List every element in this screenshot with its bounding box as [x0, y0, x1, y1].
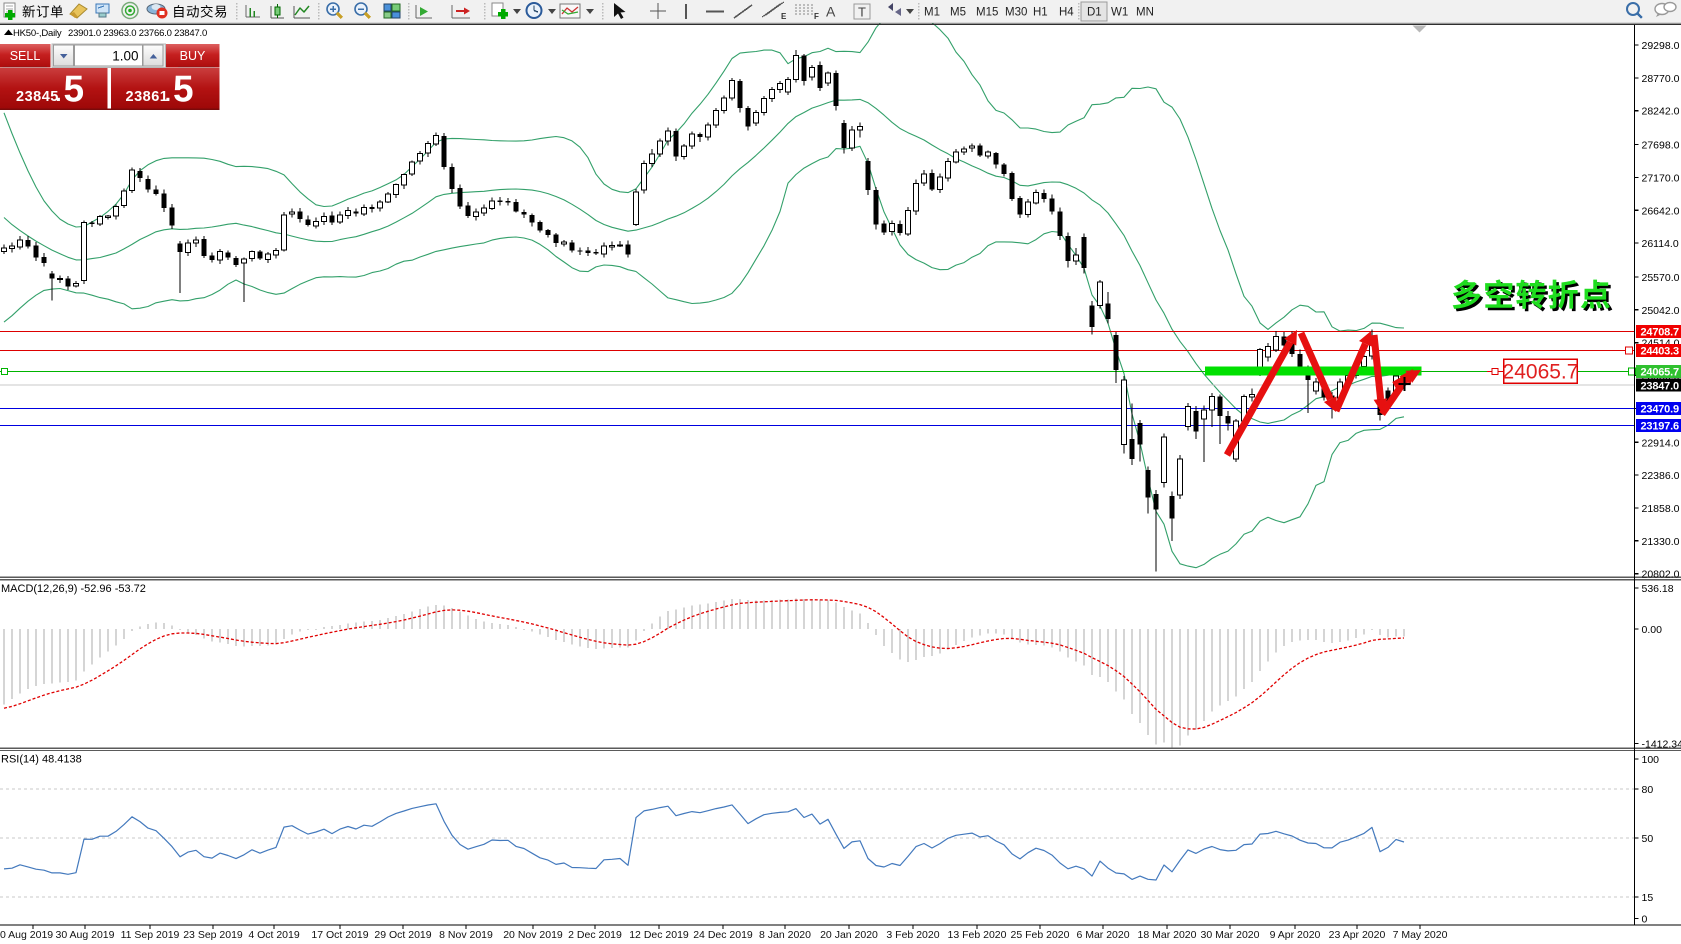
svg-text:8 Nov 2019: 8 Nov 2019 [439, 929, 493, 941]
svg-text:A: A [826, 4, 836, 20]
svg-text:BUY: BUY [180, 49, 206, 63]
svg-text:22914.0: 22914.0 [1642, 437, 1680, 449]
svg-text:29 Oct 2019: 29 Oct 2019 [374, 929, 431, 941]
svg-text:5: 5 [64, 68, 85, 109]
svg-text:26114.0: 26114.0 [1642, 238, 1679, 250]
svg-text:23901.0 23963.0 23766.0 23847.: 23901.0 23963.0 23766.0 23847.0 [68, 28, 207, 39]
svg-text:80: 80 [1642, 784, 1654, 796]
svg-text:M1: M1 [924, 7, 940, 19]
svg-text:9 Apr 2020: 9 Apr 2020 [1270, 929, 1321, 941]
svg-text:7 May 2020: 7 May 2020 [1393, 929, 1448, 941]
svg-text:.: . [56, 83, 62, 106]
svg-text:27170.0: 27170.0 [1642, 172, 1680, 184]
svg-text:H1: H1 [1033, 7, 1048, 19]
svg-text:0.00: 0.00 [1642, 624, 1663, 636]
svg-text:23 Sep 2019: 23 Sep 2019 [183, 929, 243, 941]
svg-text:2 Dec 2019: 2 Dec 2019 [568, 929, 622, 941]
svg-text:21858.0: 21858.0 [1642, 503, 1680, 515]
svg-text:RSI(14) 48.4138: RSI(14) 48.4138 [1, 754, 82, 766]
svg-text:M15: M15 [976, 7, 998, 19]
svg-text:15: 15 [1642, 892, 1654, 904]
svg-text:29298.0: 29298.0 [1642, 40, 1680, 52]
svg-text:11 Sep 2019: 11 Sep 2019 [121, 929, 180, 941]
svg-text:27698.0: 27698.0 [1642, 140, 1680, 152]
svg-text:4 Oct 2019: 4 Oct 2019 [248, 929, 300, 941]
svg-text:23 Apr 2020: 23 Apr 2020 [1329, 929, 1386, 941]
svg-text:D1: D1 [1087, 7, 1102, 19]
svg-text:H4: H4 [1059, 7, 1074, 19]
svg-text:24 Dec 2019: 24 Dec 2019 [693, 929, 753, 941]
svg-text:23470.9: 23470.9 [1641, 404, 1679, 416]
svg-text:17 Oct 2019: 17 Oct 2019 [311, 929, 368, 941]
svg-text:24065.7: 24065.7 [1503, 361, 1579, 384]
svg-text:22386.0: 22386.0 [1642, 470, 1680, 482]
svg-text:100: 100 [1642, 754, 1660, 766]
svg-text:F: F [814, 12, 819, 21]
svg-text:-1412.34: -1412.34 [1642, 739, 1681, 751]
svg-text:25042.0: 25042.0 [1642, 305, 1680, 317]
svg-text:0 Aug 2019: 0 Aug 2019 [0, 929, 53, 941]
svg-text:12 Dec 2019: 12 Dec 2019 [629, 929, 689, 941]
svg-text:25570.0: 25570.0 [1642, 272, 1680, 284]
svg-text:18 Mar 2020: 18 Mar 2020 [1138, 929, 1197, 941]
svg-text:30 Mar 2020: 30 Mar 2020 [1201, 929, 1260, 941]
svg-text:23197.6: 23197.6 [1641, 421, 1679, 433]
svg-text:20802.0: 20802.0 [1642, 569, 1680, 581]
svg-text:HK50-,Daily: HK50-,Daily [13, 28, 62, 39]
svg-text:20 Jan 2020: 20 Jan 2020 [820, 929, 878, 941]
svg-text:8 Jan 2020: 8 Jan 2020 [759, 929, 811, 941]
svg-text:21330.0: 21330.0 [1642, 536, 1680, 548]
svg-text:23861: 23861 [126, 89, 169, 105]
svg-text:W1: W1 [1111, 7, 1128, 19]
svg-text:M5: M5 [950, 7, 966, 19]
svg-text:23845: 23845 [16, 89, 59, 105]
svg-text:23847.0: 23847.0 [1641, 380, 1679, 392]
svg-text:6 Mar 2020: 6 Mar 2020 [1076, 929, 1129, 941]
svg-text:20 Nov 2019: 20 Nov 2019 [503, 929, 563, 941]
svg-text:28242.0: 28242.0 [1642, 106, 1680, 118]
svg-text:MACD(12,26,9) -52.96 -53.72: MACD(12,26,9) -52.96 -53.72 [1, 583, 146, 595]
svg-text:25 Feb 2020: 25 Feb 2020 [1011, 929, 1070, 941]
svg-text:0: 0 [1642, 914, 1648, 926]
svg-text:M30: M30 [1005, 7, 1027, 19]
svg-text:50: 50 [1642, 833, 1654, 845]
svg-text:SELL: SELL [10, 49, 41, 63]
svg-text:24708.7: 24708.7 [1641, 327, 1679, 339]
svg-text:.: . [165, 83, 171, 106]
svg-text:E: E [781, 12, 787, 21]
svg-text:28770.0: 28770.0 [1642, 73, 1680, 85]
svg-text:26642.0: 26642.0 [1642, 205, 1680, 217]
svg-text:30 Aug 2019: 30 Aug 2019 [56, 929, 115, 941]
svg-text:3 Feb 2020: 3 Feb 2020 [886, 929, 939, 941]
svg-text:13 Feb 2020: 13 Feb 2020 [948, 929, 1007, 941]
svg-text:5: 5 [173, 68, 194, 109]
svg-text:536.18: 536.18 [1642, 583, 1674, 595]
svg-text:T: T [858, 5, 866, 20]
svg-text:1.00: 1.00 [112, 49, 138, 64]
svg-text:MN: MN [1136, 7, 1154, 19]
svg-text:24065.7: 24065.7 [1641, 367, 1679, 379]
svg-text:24403.3: 24403.3 [1641, 346, 1679, 358]
